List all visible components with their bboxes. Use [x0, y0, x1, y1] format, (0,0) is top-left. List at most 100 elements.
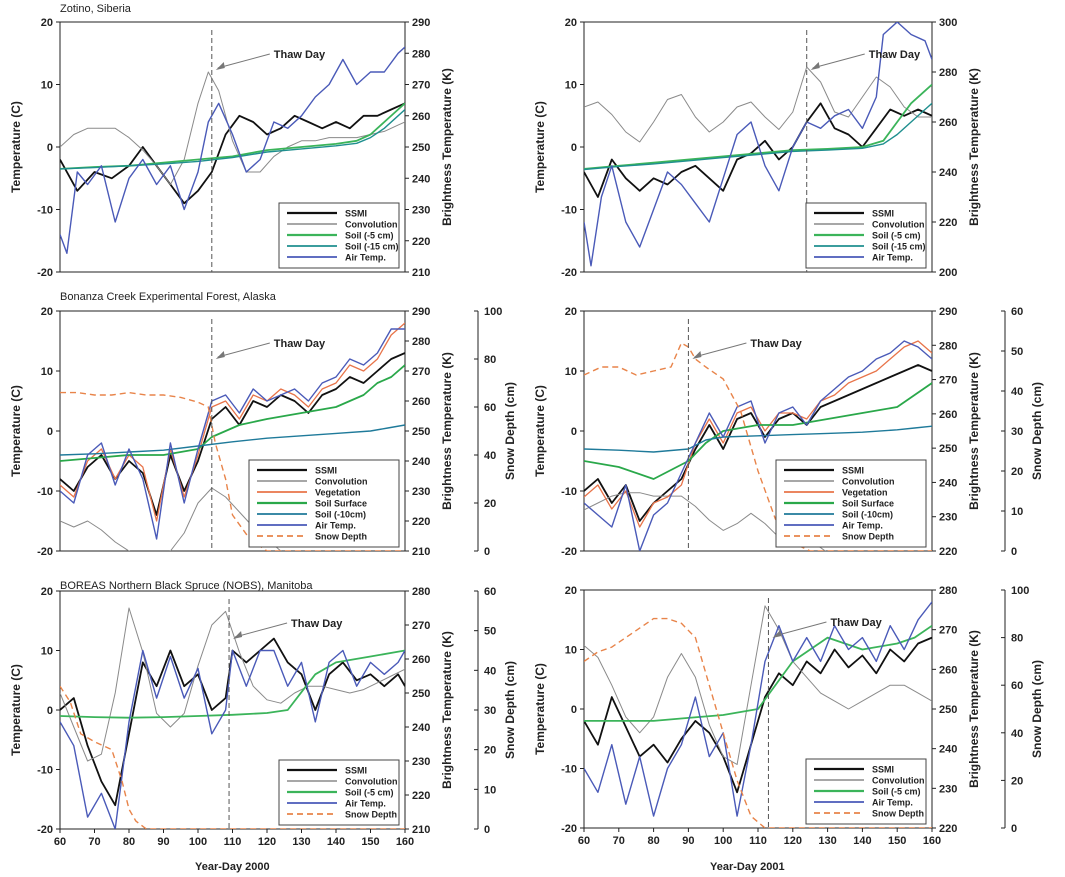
series-line-soil-surface: [60, 364, 405, 462]
x-tick-label: 140: [327, 836, 345, 848]
legend-label: Air Temp.: [872, 798, 913, 808]
y-tick-label: 10: [41, 646, 53, 658]
y2-tick-label: 220: [412, 790, 430, 802]
y2-tick-label: 300: [939, 17, 957, 29]
y2-tick-label: 290: [412, 17, 430, 29]
legend-label: Convolution: [842, 477, 895, 487]
y2-tick-label: 270: [939, 625, 957, 637]
y-tick-label: 10: [565, 80, 577, 92]
thaw-day-arrow: [694, 342, 747, 358]
y-tick-label: 0: [47, 142, 53, 154]
y2-axis-title: Brightness Temperature (K): [967, 68, 981, 226]
y2-tick-label: 240: [939, 477, 957, 489]
y2-tick-label: 270: [412, 80, 430, 92]
y-axis-title: Temperature (C): [533, 663, 547, 755]
legend-label: Soil (-10cm): [315, 510, 366, 520]
series-line-convolution: [60, 487, 282, 551]
y2-axis-title: Brightness Temperature (K): [440, 352, 454, 510]
series-line-soil-5-cm-: [584, 83, 932, 170]
legend-label: SSMI: [315, 466, 337, 476]
thaw-day-label: Thaw Day: [274, 49, 326, 61]
y3-tick-label: 20: [484, 745, 496, 757]
thaw-day-arrow: [812, 53, 865, 69]
y2-tick-label: 250: [412, 426, 430, 438]
y3-tick-label: 40: [1011, 728, 1023, 740]
series-line-ssmi: [60, 102, 405, 205]
y2-tick-label: 210: [412, 267, 430, 279]
legend-label: Air Temp.: [345, 799, 386, 809]
series-line-air-temp-: [584, 22, 932, 267]
thaw-day-arrow: [217, 342, 270, 358]
series-line-air-temp-: [60, 649, 405, 829]
y3-axis-title: Snow Depth (cm): [1030, 660, 1044, 758]
y-axis-title: Temperature (C): [533, 385, 547, 477]
y2-tick-label: 280: [412, 336, 430, 348]
series-line-ssmi: [584, 636, 932, 794]
y2-axis-title: Brightness Temperature (K): [440, 68, 454, 226]
thaw-day-arrowhead: [810, 62, 820, 70]
y2-tick-label: 230: [939, 783, 957, 795]
series-line-soil-15-cm-: [60, 108, 405, 170]
y-tick-label: 0: [571, 704, 577, 716]
legend-label: Convolution: [872, 776, 925, 786]
series-group: [584, 601, 932, 828]
x-tick-label: 140: [853, 835, 871, 847]
y2-tick-label: 250: [939, 704, 957, 716]
y3-tick-label: 40: [1011, 386, 1023, 398]
thaw-day-arrow: [217, 53, 270, 69]
x-tick-label: 80: [123, 836, 135, 848]
y-tick-label: 20: [41, 17, 53, 29]
y2-tick-label: 240: [412, 173, 430, 185]
x-tick-label: 120: [258, 836, 276, 848]
legend-label: SSMI: [872, 209, 894, 219]
legend-label: Vegetation: [315, 488, 361, 498]
y2-tick-label: 260: [939, 117, 957, 129]
series-line-air-temp-: [60, 328, 405, 540]
y3-axis-title: Snow Depth (cm): [503, 661, 517, 759]
y2-tick-label: 280: [939, 67, 957, 79]
legend-label: Snow Depth: [315, 532, 367, 542]
y3-tick-label: 30: [1011, 426, 1023, 438]
y3-tick-label: 40: [484, 450, 496, 462]
x-tick-label: 110: [224, 836, 242, 848]
panel-3: -20 -10 0 10 20 210 220 230 240 250 260 270 280 290 0 2…: [9, 306, 517, 558]
series-group: [584, 340, 932, 551]
legend-label: Air Temp.: [345, 253, 386, 263]
x-tick-label: 90: [682, 835, 694, 847]
x-tick-label: 130: [292, 836, 310, 848]
legend-label: Soil Surface: [842, 499, 894, 509]
x-tick-label: 160: [396, 836, 414, 848]
y-tick-label: 0: [571, 426, 577, 438]
y-tick-label: -20: [561, 267, 577, 279]
y3-tick-label: 60: [1011, 680, 1023, 692]
x-tick-label: 70: [88, 836, 100, 848]
y-tick-label: 20: [41, 586, 53, 598]
y2-tick-label: 290: [412, 306, 430, 318]
panel-4: -20 -10 0 10 20 220 230 240 250 260 270 280 290 0 10 20…: [533, 306, 1044, 558]
y2-tick-label: 210: [412, 824, 430, 836]
y3-tick-label: 100: [1011, 585, 1029, 597]
y2-tick-label: 270: [939, 375, 957, 387]
y-tick-label: -10: [561, 764, 577, 776]
y2-tick-label: 270: [412, 366, 430, 378]
y2-tick-label: 280: [412, 48, 430, 60]
thaw-day-arrowhead: [215, 62, 225, 70]
x-axis-title-2000: Year-Day 2000: [195, 861, 270, 873]
y3-tick-label: 0: [484, 546, 490, 558]
y2-tick-label: 210: [412, 546, 430, 558]
series-line-soil-10cm-: [584, 425, 932, 453]
y2-tick-label: 260: [412, 111, 430, 123]
y3-tick-label: 10: [484, 784, 496, 796]
series-group: [60, 46, 405, 255]
y3-axis-title: Snow Depth (cm): [503, 382, 517, 480]
y-axis-title: Temperature (C): [9, 385, 23, 477]
series-group: [584, 22, 932, 267]
y2-tick-label: 290: [939, 306, 957, 318]
y3-tick-label: 20: [1011, 775, 1023, 787]
legend-label: Soil (-5 cm): [345, 231, 394, 241]
y3-tick-label: 40: [484, 665, 496, 677]
y2-tick-label: 270: [412, 620, 430, 632]
y2-tick-label: 250: [412, 142, 430, 154]
